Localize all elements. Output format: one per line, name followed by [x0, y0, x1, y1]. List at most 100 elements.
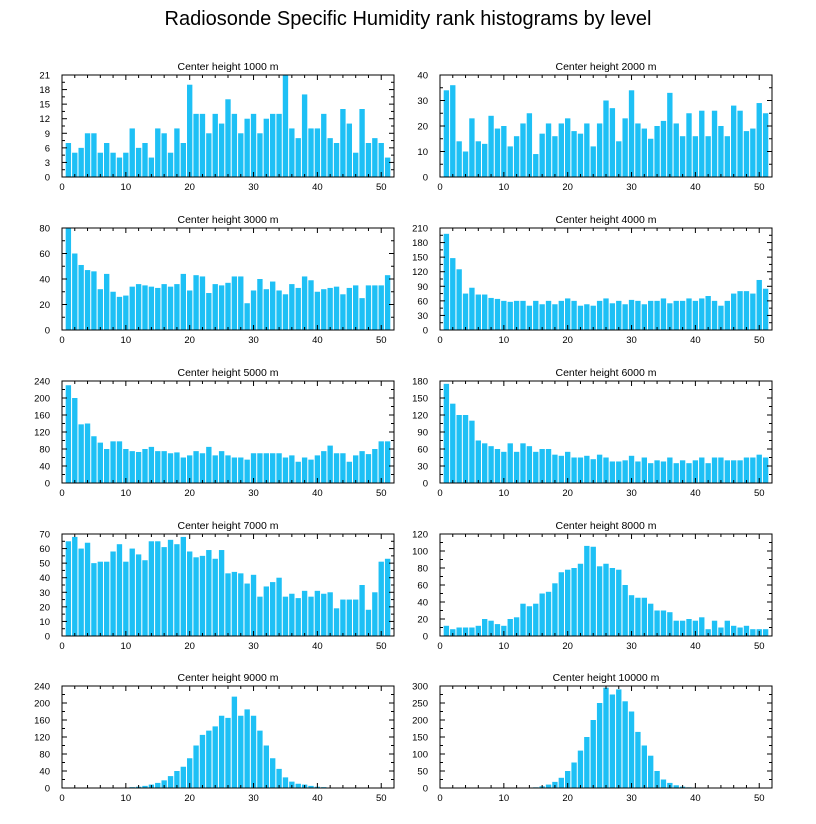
- panel-3-ytick-label: 40: [39, 275, 50, 286]
- panel-5-bar-37: [295, 461, 301, 483]
- panel-5-bar-32: [263, 453, 269, 483]
- panel-10-xtick-label: 0: [437, 793, 442, 804]
- panel-3-bar-10: [123, 295, 129, 330]
- panel-5-bar-51: [384, 441, 391, 483]
- panel-2-title: Center height 2000 m: [556, 61, 657, 73]
- panel-1-bar-28: [238, 133, 244, 177]
- panel-4-bar-11: [507, 301, 513, 330]
- panel-2-bar-30: [628, 90, 635, 177]
- panel-8-bar-6: [475, 625, 481, 636]
- panel-5-bar-1: [65, 385, 72, 483]
- panel-3-bar-34: [276, 290, 282, 330]
- panel-7-bar-23: [206, 550, 212, 636]
- panel-6-bar-2: [450, 403, 456, 483]
- panel-7-bar-14: [148, 541, 155, 636]
- panel-3-bar-19: [180, 273, 186, 330]
- panel-6-bar-28: [616, 461, 622, 483]
- panel-2-bar-40: [692, 136, 699, 177]
- panel-5-bar-31: [257, 453, 263, 483]
- panel-10-xtick-label: 50: [754, 793, 765, 804]
- panel-3-bar-4: [84, 270, 91, 330]
- panel-4-bar-10: [501, 300, 507, 330]
- panel-5-bar-22: [199, 453, 206, 483]
- panel-4-bar-32: [641, 304, 647, 330]
- panel-6-bar-51: [762, 457, 769, 483]
- panel-3-bar-14: [148, 286, 155, 330]
- panel-4-bar-36: [667, 303, 673, 330]
- panel-3-bar-26: [225, 282, 231, 330]
- panel-4-bar-6: [475, 294, 481, 330]
- panel-6-title: Center height 6000 m: [556, 367, 657, 379]
- panel-6-bar-45: [724, 460, 730, 483]
- panel-2-xtick-label: 0: [437, 182, 442, 193]
- panel-7-xtick-label: 30: [248, 641, 259, 652]
- panel-8-bar-7: [482, 619, 488, 636]
- panel-1-xtick-label: 20: [184, 182, 195, 193]
- panel-5-bar-14: [148, 446, 155, 484]
- panel-6-bar-19: [558, 455, 564, 483]
- panel-6-bar-18: [552, 454, 558, 483]
- panel-7-bar-50: [378, 561, 384, 636]
- panel-4-bar-47: [737, 291, 743, 330]
- panel-6-bar-36: [667, 457, 673, 483]
- panel-7-bar-11: [129, 548, 135, 636]
- panel-5-bar-21: [193, 451, 199, 484]
- panel-4-bar-26: [603, 298, 609, 330]
- panel-4-bar-12: [513, 300, 520, 330]
- panel-5-bar-23: [206, 446, 212, 484]
- panel-4-bar-19: [558, 300, 564, 330]
- panel-7-bar-2: [72, 536, 78, 636]
- panel-2-bar-31: [635, 123, 641, 177]
- panel-2-xtick-label: 10: [499, 182, 510, 193]
- panel-2-bar-3: [456, 141, 462, 177]
- panel-4-bar-25: [596, 300, 603, 330]
- panel-4-xtick-label: 20: [562, 335, 573, 346]
- panel-6-bar-43: [711, 457, 718, 483]
- panel-8-bar-41: [699, 617, 705, 636]
- panel-2-bar-51: [762, 113, 769, 177]
- panel-8-bar-51: [762, 629, 769, 636]
- panel-1-ytick-label: 21: [39, 71, 50, 82]
- panel-6-bar-17: [545, 449, 552, 483]
- panel-6-bar-25: [596, 454, 603, 483]
- panel-1-bar-43: [333, 143, 340, 177]
- panel-9-bar-32: [263, 745, 269, 788]
- panel-10-bar-28: [616, 689, 622, 788]
- panel-3-xtick-label: 20: [184, 335, 195, 346]
- panel-10-bar-30: [628, 711, 635, 788]
- panel-7-bar-12: [135, 554, 142, 636]
- panel-2-bar-1: [443, 90, 450, 177]
- panel-10-bar-22: [577, 750, 584, 788]
- panel-5-bar-4: [84, 423, 91, 483]
- panel-10-ytick-label: 0: [423, 784, 428, 795]
- panel-8-bar-12: [513, 617, 520, 636]
- panel-8-bar-34: [654, 610, 660, 636]
- panel-1-bar-18: [174, 128, 180, 177]
- panel-2-bar-7: [482, 143, 488, 177]
- panel-2-xtick-label: 50: [754, 182, 765, 193]
- panel-8-bar-36: [667, 612, 673, 636]
- panel-6-bar-35: [660, 461, 667, 483]
- panel-5-bar-29: [244, 459, 250, 484]
- panel-8-xtick-label: 0: [437, 641, 442, 652]
- panel-7-bar-46: [353, 599, 359, 636]
- panel-7-ytick-label: 60: [39, 544, 50, 555]
- panel-3-bar-22: [199, 276, 206, 330]
- panel-4-ytick-label: 150: [412, 253, 428, 264]
- panel-3-bar-21: [193, 275, 199, 330]
- panel-6-bar-33: [648, 463, 654, 483]
- panel-9-ytick-label: 240: [34, 682, 50, 693]
- panel-2-bar-17: [545, 123, 552, 177]
- panel-7-bar-45: [346, 599, 352, 636]
- panel-1-bar-30: [250, 113, 257, 177]
- panel-4-bar-4: [462, 293, 469, 330]
- panel-1-bar-1: [65, 143, 72, 177]
- panel-9-ytick-label: 80: [39, 750, 50, 761]
- panel-4-bar-38: [679, 300, 686, 330]
- panel-9-bar-21: [193, 745, 199, 788]
- panel-5-bar-25: [218, 451, 225, 484]
- panel-5-bar-45: [346, 461, 352, 483]
- panel-9-bar-15: [155, 782, 161, 788]
- panel-1-bar-41: [321, 113, 327, 177]
- panel-3-bar-48: [365, 285, 372, 331]
